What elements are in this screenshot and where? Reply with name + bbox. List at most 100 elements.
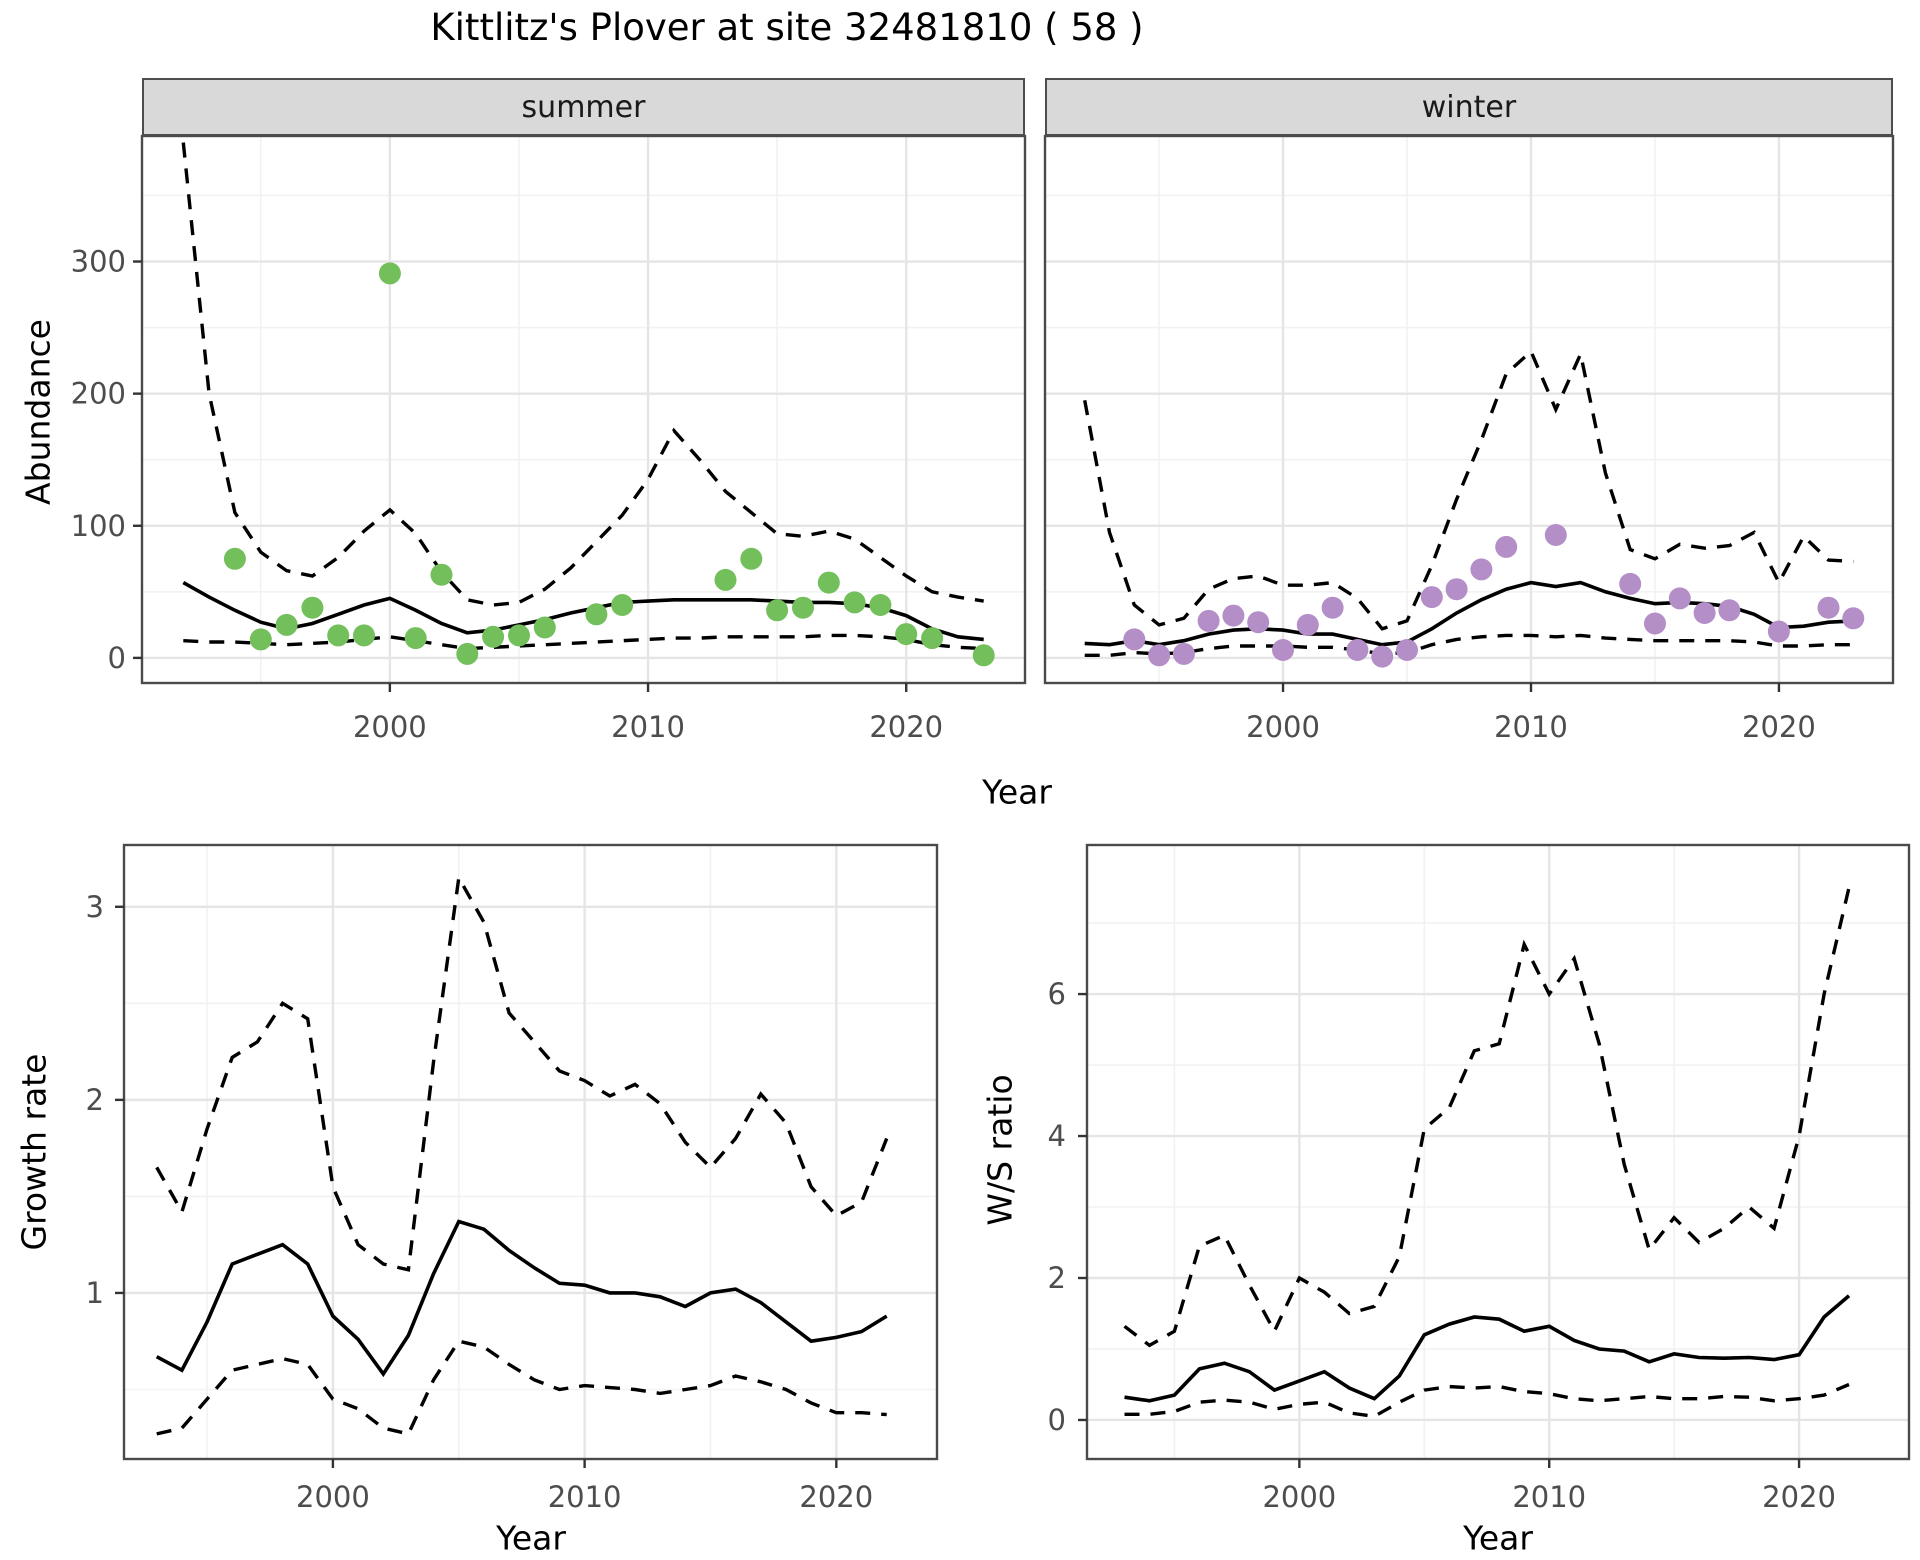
y-tick-label: 4 [1048,1119,1066,1153]
upper-ci-line-winter [1083,348,1854,631]
panel-bg-winter [1045,136,1893,683]
median-line-growth [155,1219,888,1378]
data-point-winter [1644,612,1666,635]
x-tick-label: 2020 [1742,710,1816,744]
y-axis-title-growth-rate: Growth rate [14,1053,54,1251]
y-tick-label: 1 [86,1276,104,1310]
median-line-ws [1124,1294,1851,1403]
data-point-winter [1842,607,1865,630]
y-axis-title-ws-ratio: W/S ratio [980,1074,1020,1226]
data-point-summer [585,603,608,626]
panel-bg-ws [1087,845,1909,1459]
data-point-summer [404,627,427,650]
x-tick-label: 2000 [1246,710,1320,744]
facet-strip-summer: summer [142,78,1025,136]
data-point-summer [611,594,634,616]
data-point-winter [1445,578,1468,601]
x-tick-label: 2020 [1762,1480,1836,1514]
data-point-summer [766,599,789,622]
data-point-winter [1817,596,1840,619]
panel-border-summer [140,134,1027,685]
upper-ci-line-growth [155,872,889,1272]
y-tick-label: 6 [1048,977,1066,1011]
data-point-winter [1718,599,1741,622]
y-axis-title-abundance: Abundance [18,319,58,505]
y-tick-label: 2 [1048,1261,1066,1295]
data-point-winter [1495,535,1518,558]
data-point-winter [1619,572,1642,595]
data-point-winter [1767,620,1790,643]
data-point-winter [1544,524,1567,546]
data-point-summer [843,591,866,614]
x-tick-label: 2000 [353,710,427,744]
panel-border-winter [1043,134,1895,685]
data-point-winter [1197,609,1220,632]
lower-ci-line-summer [183,633,984,651]
data-point-winter [1148,644,1171,667]
data-point-summer [223,547,246,570]
facet-strip-summer-label: summer [521,89,646,125]
x-axis-title-year-top: Year [982,772,1052,812]
data-point-summer [275,613,298,636]
data-point-summer [378,262,401,285]
data-point-winter [1693,602,1716,624]
data-point-summer [972,644,995,667]
data-point-summer [869,594,892,616]
plot-title: Kittlitz's Plover at site 32481810 ( 58 … [430,6,1144,49]
data-point-summer [327,624,350,647]
lower-ci-line-ws [1124,1382,1850,1419]
y-tick-label: 3 [86,890,104,924]
data-point-winter [1123,628,1146,651]
y-tick-label: 100 [71,509,126,543]
data-point-summer [740,547,763,570]
data-point-winter [1668,587,1691,610]
panel-bg-summer [142,136,1025,683]
panel-bg-growth [124,845,937,1459]
data-point-summer [430,563,453,586]
data-point-winter [1296,613,1319,636]
data-point-summer [895,623,918,646]
data-point-winter [1470,558,1493,581]
data-point-winter [1172,642,1195,665]
panel-border-ws [1085,843,1911,1461]
x-tick-label: 2010 [1512,1480,1586,1514]
data-point-winter [1247,611,1270,634]
x-tick-label: 2000 [1262,1480,1336,1514]
facet-strip-winter-label: winter [1421,89,1517,125]
data-point-summer [301,596,324,619]
lower-ci-line-growth [156,1339,887,1436]
data-point-winter [1396,639,1418,661]
y-tick-label: 200 [71,377,126,411]
data-point-summer [533,616,556,639]
x-axis-title-year-growth: Year [496,1518,566,1558]
data-point-winter [1371,645,1394,668]
data-point-winter [1420,586,1443,609]
x-tick-label: 2020 [869,710,943,744]
data-point-summer [508,624,530,647]
x-tick-label: 2010 [548,1480,622,1514]
data-point-summer [482,625,505,648]
y-tick-label: 2 [86,1083,104,1117]
y-tick-label: 0 [108,641,126,675]
x-tick-label: 2000 [296,1480,370,1514]
y-tick-label: 0 [1048,1403,1066,1437]
y-tick-label: 300 [71,245,126,279]
upper-ci-line-summer [181,142,984,607]
x-tick-label: 2010 [1494,710,1568,744]
data-point-winter [1346,639,1369,661]
panel-border-growth [122,843,939,1461]
data-point-winter [1272,639,1294,661]
data-point-winter [1321,596,1344,619]
data-point-summer [249,628,272,651]
data-point-summer [792,596,814,619]
data-point-summer [353,624,375,647]
facet-strip-winter: winter [1045,78,1893,136]
x-tick-label: 2010 [611,710,685,744]
data-point-winter [1222,604,1245,627]
x-axis-title-year-ws: Year [1463,1518,1533,1558]
upper-ci-line-ws [1123,887,1851,1348]
data-point-summer [817,571,840,594]
data-point-summer [456,642,479,665]
